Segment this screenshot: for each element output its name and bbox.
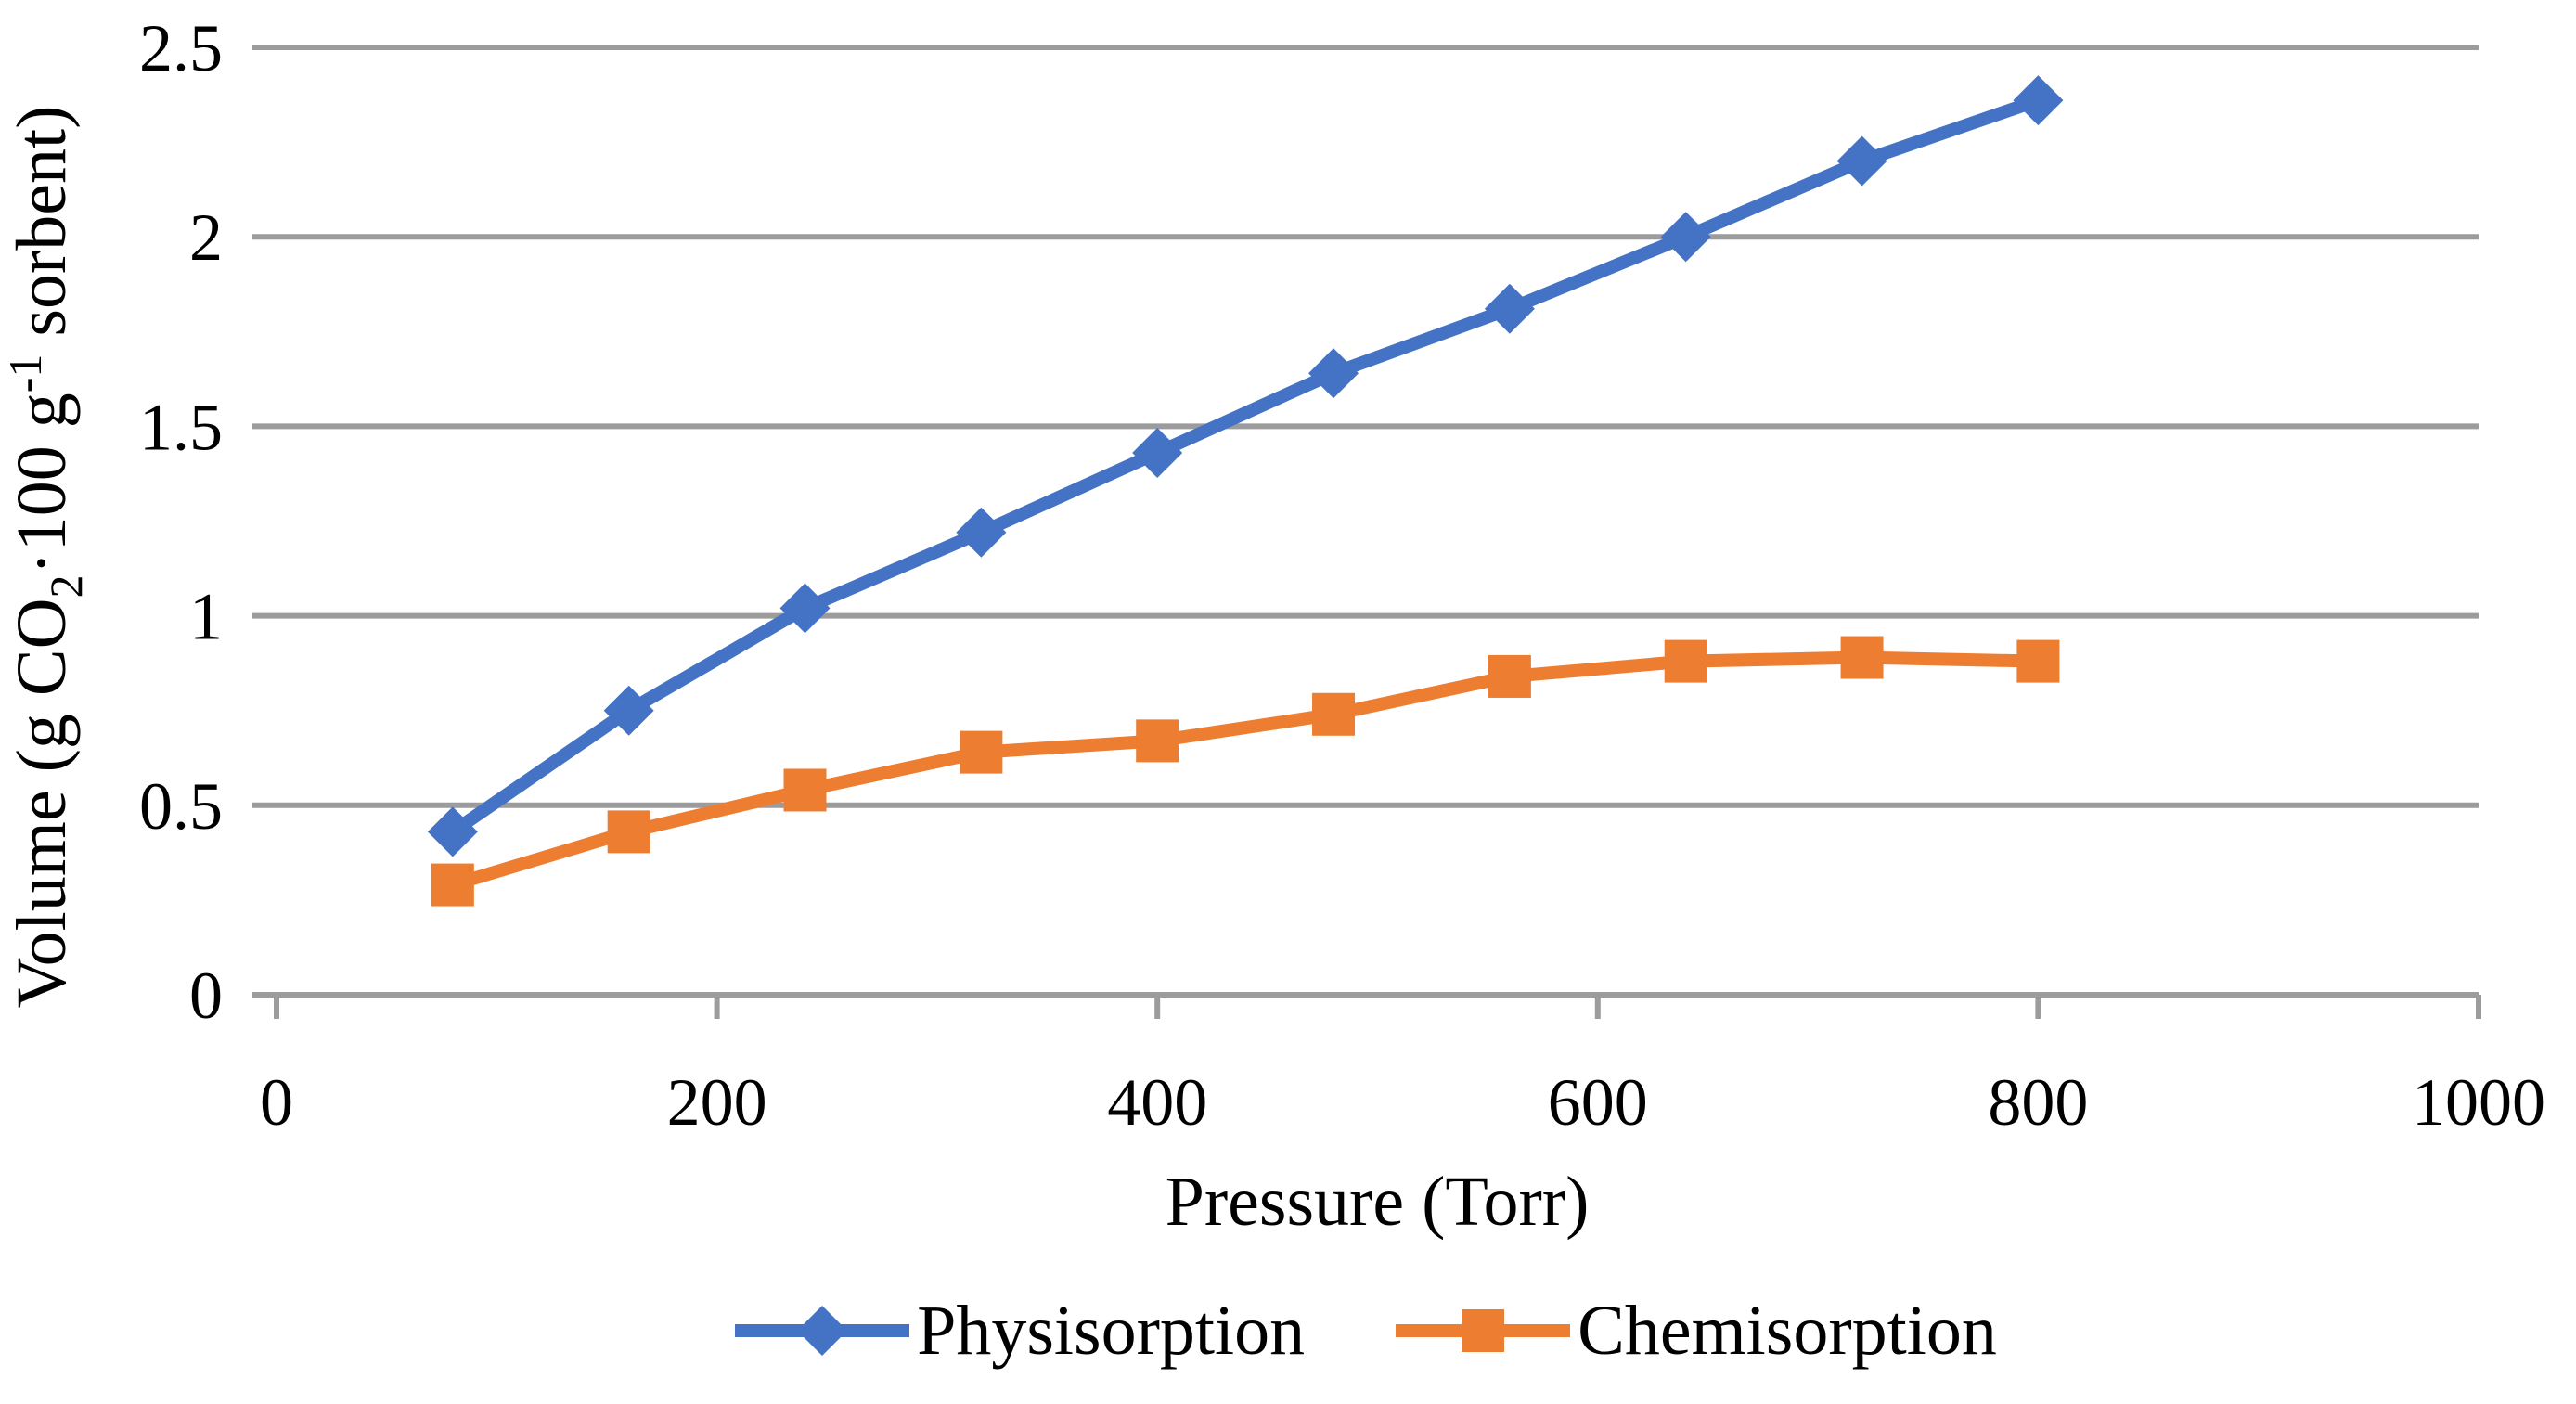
marker-square-chemisorption-480 (1312, 692, 1356, 736)
legend-item-chemisorption: Chemisorption (1394, 1292, 1997, 1370)
y-tick-label-1: 1 (189, 580, 223, 654)
y-axis-title-part: Volume (g CO (3, 599, 81, 1009)
x-tick-label-200: 200 (667, 1065, 767, 1140)
marker-diamond-physisorption-80 (427, 806, 478, 857)
y-axis-title: Volume (g CO2·100 g-1 sorbent) (0, 106, 92, 1009)
series-line-physisorption (445, 94, 2045, 839)
series-line-chemisorption (445, 650, 2045, 892)
marker-diamond-physisorption-720 (1836, 135, 1887, 187)
y-tick-label-2.5: 2.5 (139, 11, 223, 85)
marker-diamond-physisorption-640 (1660, 212, 1711, 263)
y-tick-label-1.5: 1.5 (139, 390, 223, 464)
marker-square-chemisorption-560 (1488, 654, 1531, 698)
y-tick-label-0: 0 (189, 959, 223, 1033)
gridlines (277, 45, 2479, 808)
marker-square-chemisorption-640 (1664, 639, 1707, 683)
chemisorption-square-marker-icon (1396, 1309, 1571, 1352)
x-tick-label-600: 600 (1548, 1065, 1648, 1140)
x-tick-label-800: 800 (1988, 1065, 2088, 1140)
y-tick-label-2: 2 (189, 200, 223, 275)
legend-item-physisorption: Physisorption (733, 1292, 1305, 1370)
marker-square-chemisorption-800 (2016, 639, 2060, 683)
marker-diamond-physisorption-400 (1132, 427, 1183, 478)
marker-diamond-physisorption-560 (1484, 283, 1535, 334)
y-axis-title-part: 2 (40, 575, 92, 599)
legend: Physisorption Chemisorption (0, 1292, 2576, 1370)
legend-label-physisorption: Physisorption (917, 1292, 1306, 1370)
y-axis-title-part: sorbent) (3, 106, 81, 354)
y-axis-title-part: ·100 g (3, 393, 81, 574)
marker-diamond-physisorption-480 (1308, 348, 1359, 399)
legend-label-chemisorption: Chemisorption (1578, 1292, 1997, 1370)
marker-square-chemisorption-240 (783, 768, 827, 812)
marker-diamond-physisorption-800 (2013, 75, 2064, 126)
marker-square-chemisorption-160 (607, 810, 650, 854)
x-tick-label-1000: 1000 (2412, 1065, 2545, 1140)
x-tick-label-400: 400 (1107, 1065, 1207, 1140)
physisorption-diamond-marker-icon (735, 1306, 910, 1356)
marker-diamond-physisorption-240 (779, 583, 831, 634)
marker-diamond-physisorption-160 (603, 685, 654, 736)
marker-square-chemisorption-720 (1840, 636, 1884, 679)
x-axis-title: Pressure (Torr) (1166, 1163, 1590, 1241)
marker-diamond-physisorption-320 (956, 507, 1007, 558)
tick-labels: 0 200 400 600 800 1000 0 0.5 1 1.5 2 2.5 (139, 11, 2545, 1140)
x-tick-label-0: 0 (260, 1065, 293, 1140)
series-group (427, 75, 2064, 907)
y-tick-label-0.5: 0.5 (139, 769, 223, 844)
marker-square-chemisorption-400 (1136, 719, 1179, 763)
y-axis-title-part: -1 (0, 354, 51, 393)
marker-square-chemisorption-80 (431, 863, 474, 907)
axes (252, 45, 2481, 1019)
marker-square-chemisorption-320 (960, 730, 1003, 774)
